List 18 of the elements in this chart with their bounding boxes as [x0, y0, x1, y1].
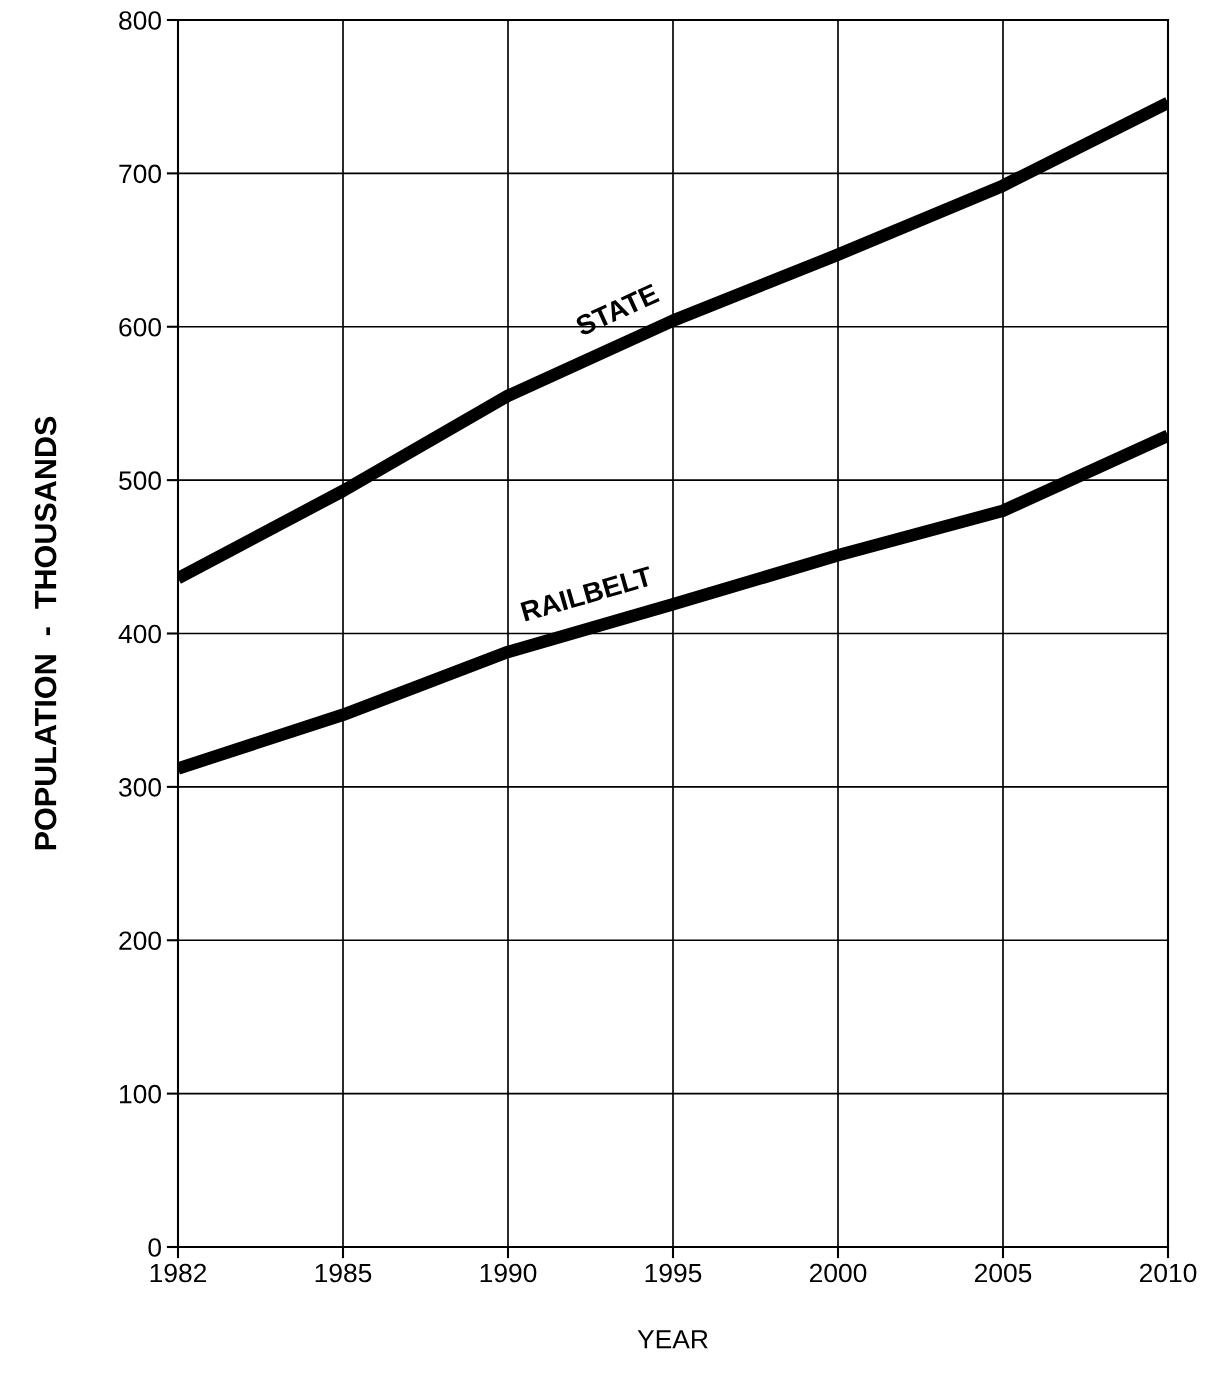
- y-tick-label: 200: [119, 931, 161, 951]
- y-tick-label: 600: [119, 317, 161, 337]
- y-tick-label: 100: [120, 1084, 161, 1104]
- y-axis-title: POPULATION - THOUSANDS: [34, 416, 57, 850]
- x-tick-label: 1990: [480, 1263, 537, 1283]
- x-axis-title: YEAR: [637, 1330, 708, 1349]
- y-tick-label: 400: [118, 624, 161, 644]
- x-tick-label: 2000: [809, 1263, 867, 1283]
- y-tick-label: 300: [119, 778, 161, 797]
- y-tick-label: 500: [119, 471, 161, 490]
- x-tick-label: 1985: [315, 1263, 372, 1283]
- x-tick-label: 2010: [1139, 1263, 1197, 1283]
- x-tick-label: 1982: [150, 1263, 207, 1283]
- y-tick-label: 700: [119, 164, 161, 184]
- y-tick-label: 800: [119, 11, 161, 30]
- x-tick-label: 2005: [974, 1263, 1032, 1283]
- y-tick-label: 0: [148, 1238, 161, 1257]
- x-tick-label: 1995: [645, 1263, 702, 1283]
